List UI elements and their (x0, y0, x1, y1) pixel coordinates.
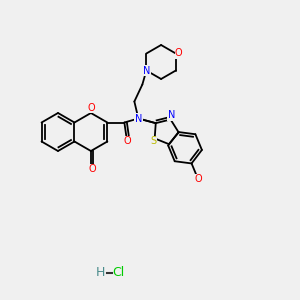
Text: O: O (88, 164, 96, 174)
Text: S: S (151, 136, 157, 146)
Text: O: O (124, 136, 131, 146)
Text: H: H (95, 266, 105, 280)
Text: O: O (87, 103, 95, 113)
Text: O: O (175, 49, 183, 58)
Text: N: N (168, 110, 175, 121)
Text: N: N (135, 113, 142, 124)
Text: O: O (194, 174, 202, 184)
Text: Cl: Cl (112, 266, 124, 280)
Text: N: N (143, 65, 150, 76)
